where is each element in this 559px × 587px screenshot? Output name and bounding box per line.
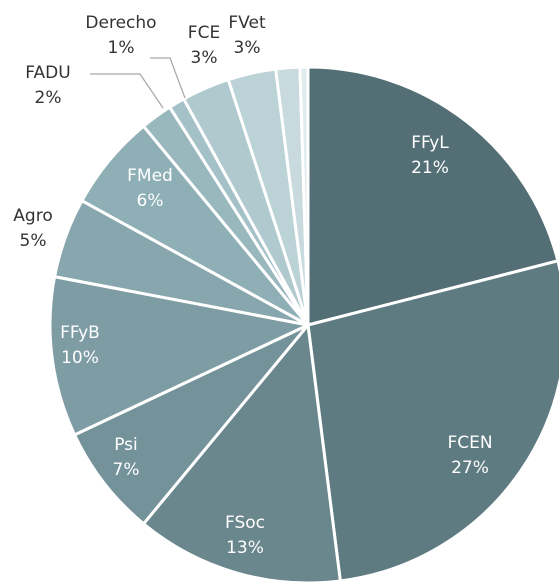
slice-label: FCE [188,23,220,43]
slice-label: FMed [127,166,173,186]
slice-label: FVet [228,13,266,33]
slices [48,65,559,585]
labels: FFyL 21% FCEN 27% FSoc 13% Psi 7% FFyB 10% Agro 5% F… [13,13,492,558]
slice-label: FFyB [60,323,100,343]
slice-label: FADU [25,63,70,83]
slice-label: Psi [114,435,138,455]
slice-label: FSoc [225,513,265,533]
value-label: 2% [35,88,62,108]
slice [141,321,343,585]
slice [72,323,310,526]
value-label: 6% [137,191,164,211]
value-label: 1% [108,38,135,58]
value-label: 27% [451,458,489,478]
value-label: 13% [226,538,264,558]
value-label: 5% [20,231,47,251]
slice-label: Agro [13,206,52,226]
value-label: 10% [61,348,99,368]
slice [306,65,559,327]
value-label: 7% [113,460,140,480]
leader-line [90,73,164,109]
value-label: 3% [234,38,261,58]
slice [48,274,313,437]
slice [298,65,310,326]
slice-label: Derecho [85,13,156,33]
leader-line [150,57,186,99]
slice-label: FCEN [447,433,492,453]
value-label: 3% [191,48,218,68]
slice-label: FFyL [411,133,449,153]
slice [306,259,559,583]
value-label: 21% [411,158,449,178]
